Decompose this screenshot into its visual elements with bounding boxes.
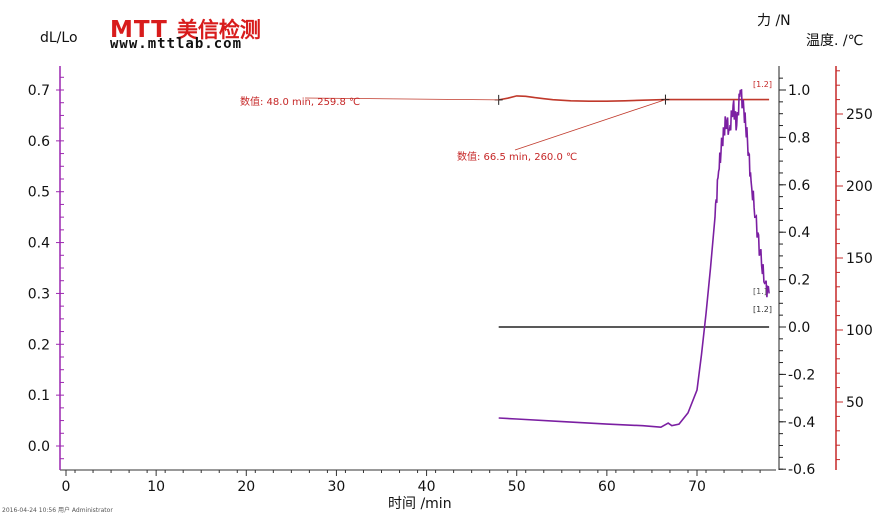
x-tick-label: 60 bbox=[598, 479, 616, 495]
left-tick-label: 0.2 bbox=[28, 337, 50, 353]
temp-tick-label: 200 bbox=[846, 179, 873, 195]
annotation-label: 数值: 66.5 min, 260.0 ℃ bbox=[457, 150, 577, 163]
force-tick-label: 0.6 bbox=[788, 178, 810, 194]
x-tick-label: 70 bbox=[688, 479, 706, 495]
force-tick-label: -0.4 bbox=[788, 415, 815, 431]
left-tick-label: 0.6 bbox=[28, 134, 50, 150]
left-tick-label: 0.1 bbox=[28, 388, 50, 404]
end-marker-label: [1.2] bbox=[753, 305, 772, 314]
left-tick-label: 0.7 bbox=[28, 83, 50, 99]
left-tick-label: 0.4 bbox=[28, 236, 50, 252]
force-tick-label: -0.2 bbox=[788, 367, 815, 383]
footer-text: 2016-04-24 10:56 用户 Administrator bbox=[2, 507, 113, 514]
force-tick-label: -0.6 bbox=[788, 462, 815, 478]
x-tick-label: 40 bbox=[418, 479, 436, 495]
end-marker-label: [1.] bbox=[753, 287, 767, 296]
x-tick-label: 0 bbox=[62, 479, 71, 495]
logo-mark: MTT bbox=[110, 17, 168, 43]
x-axis-title: 时间 /min bbox=[388, 496, 452, 512]
end-marker-label: [1.2] bbox=[753, 80, 772, 89]
temp-tick-label: 100 bbox=[846, 323, 873, 339]
left-tick-label: 0.3 bbox=[28, 286, 50, 302]
x-tick-label: 20 bbox=[237, 479, 255, 495]
force-tick-label: 0.0 bbox=[788, 320, 810, 336]
logo-url: www.mttlab.com bbox=[110, 36, 243, 52]
annotation-leader bbox=[304, 97, 499, 101]
force-tick-label: 0.2 bbox=[788, 273, 810, 289]
temp-axis-title: 温度. /℃ bbox=[806, 33, 864, 49]
series-line-temp bbox=[498, 95, 770, 102]
left-tick-label: 0.5 bbox=[28, 185, 50, 201]
series-line-left bbox=[498, 89, 770, 429]
annotation-leader bbox=[514, 99, 666, 151]
logo-name: 美信检测 bbox=[176, 18, 261, 42]
force-tick-label: 1.0 bbox=[788, 83, 810, 99]
brand-logo: MTT 美信检测 bbox=[110, 14, 261, 44]
force-tick-label: 0.4 bbox=[788, 225, 810, 241]
left-tick-label: 0.0 bbox=[28, 439, 50, 455]
x-tick-label: 50 bbox=[508, 479, 526, 495]
force-tick-label: 0.8 bbox=[788, 130, 810, 146]
force-axis-title: 力 /N bbox=[757, 13, 791, 29]
annotation-label: 数值: 48.0 min, 259.8 ℃ bbox=[240, 95, 360, 108]
temp-tick-label: 50 bbox=[846, 395, 864, 411]
left-axis-title: dL/Lo bbox=[40, 30, 78, 46]
x-tick-label: 30 bbox=[328, 479, 346, 495]
temp-tick-label: 250 bbox=[846, 107, 873, 123]
temp-tick-label: 150 bbox=[846, 251, 873, 267]
x-tick-label: 10 bbox=[147, 479, 165, 495]
